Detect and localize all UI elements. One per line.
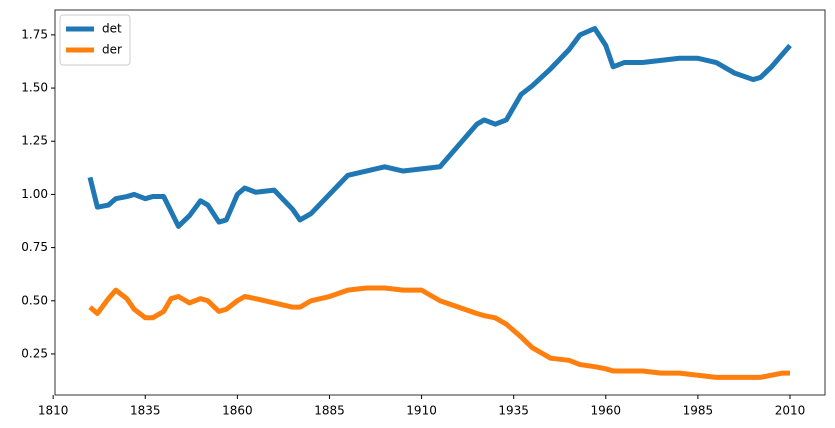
x-tick-label: 2010 xyxy=(775,404,806,418)
y-tick-label: 1.25 xyxy=(21,134,48,148)
y-tick-label: 0.50 xyxy=(21,293,48,307)
x-tick-label: 1910 xyxy=(406,404,437,418)
plot-frame xyxy=(54,9,826,396)
y-tick-label: 1.00 xyxy=(21,187,48,201)
x-tick-label: 1935 xyxy=(498,404,529,418)
x-tick-label: 1835 xyxy=(130,404,161,418)
y-tick-label: 0.25 xyxy=(21,346,48,360)
x-tick-label: 1885 xyxy=(314,404,345,418)
x-tick-label: 1810 xyxy=(38,404,69,418)
y-tick-label: 1.75 xyxy=(21,27,48,41)
x-tick-label: 1985 xyxy=(683,404,714,418)
y-tick-label: 0.75 xyxy=(21,240,48,254)
line-series xyxy=(87,26,792,229)
legend-label: der xyxy=(102,43,122,57)
y-tick-label: 1.50 xyxy=(21,81,48,95)
x-tick-label: 1860 xyxy=(222,404,253,418)
x-tick-label: 1960 xyxy=(591,404,622,418)
legend-label: det xyxy=(102,22,122,36)
line-series xyxy=(88,285,790,380)
